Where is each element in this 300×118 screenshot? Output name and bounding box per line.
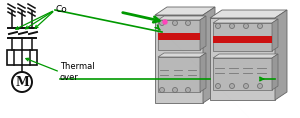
Polygon shape [272, 19, 278, 51]
Polygon shape [158, 16, 206, 20]
Circle shape [230, 23, 235, 29]
Circle shape [244, 84, 248, 88]
Bar [158, 33, 200, 40]
Polygon shape [200, 53, 206, 92]
Bar [210, 18, 275, 100]
Circle shape [215, 23, 220, 29]
Polygon shape [158, 53, 206, 57]
Circle shape [172, 88, 178, 93]
Bar [213, 23, 272, 51]
Circle shape [215, 84, 220, 88]
Circle shape [185, 88, 190, 93]
Polygon shape [200, 16, 206, 50]
Circle shape [244, 23, 248, 29]
Polygon shape [213, 54, 278, 58]
Circle shape [12, 72, 32, 92]
Bar [7, 50, 37, 65]
Polygon shape [213, 19, 278, 23]
Text: Co: Co [55, 6, 67, 15]
Circle shape [230, 84, 235, 88]
Bar [158, 20, 200, 50]
Polygon shape [272, 54, 278, 90]
Text: Thermal
over: Thermal over [60, 62, 94, 82]
Bar [213, 58, 272, 90]
Circle shape [257, 84, 262, 88]
Polygon shape [275, 10, 287, 100]
Text: M: M [15, 76, 29, 89]
Circle shape [160, 88, 164, 93]
Circle shape [160, 21, 164, 25]
Circle shape [163, 20, 167, 24]
Polygon shape [210, 10, 287, 18]
Polygon shape [155, 7, 215, 15]
Polygon shape [203, 7, 215, 103]
Bar [158, 57, 200, 92]
Circle shape [185, 21, 190, 25]
Circle shape [172, 21, 178, 25]
Bar [213, 36, 272, 43]
Circle shape [257, 23, 262, 29]
Bar [155, 15, 203, 103]
